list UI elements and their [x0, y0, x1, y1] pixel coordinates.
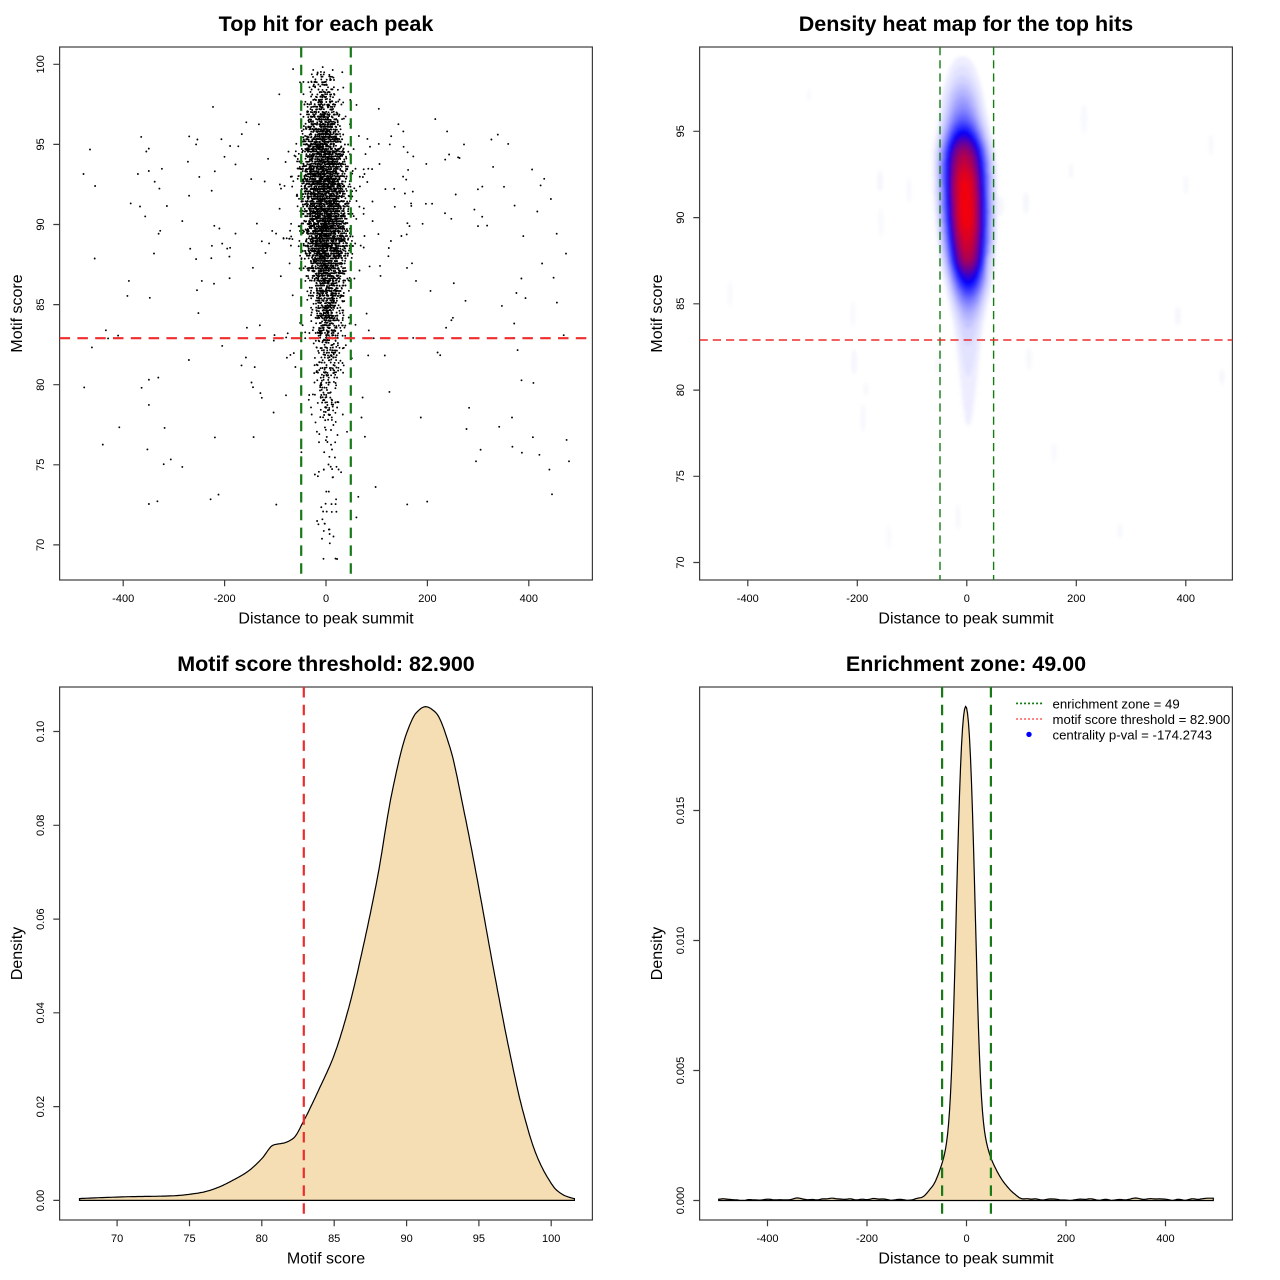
svg-text:90: 90: [400, 1233, 412, 1245]
svg-text:200: 200: [1067, 593, 1085, 605]
svg-text:Motif score: Motif score: [287, 1251, 365, 1268]
svg-text:70: 70: [35, 539, 47, 551]
svg-text:0.000: 0.000: [675, 1187, 687, 1215]
svg-text:0.00: 0.00: [35, 1190, 47, 1211]
svg-text:Distance to peak summit: Distance to peak summit: [878, 611, 1054, 628]
svg-text:Density: Density: [649, 927, 666, 980]
svg-text:100: 100: [35, 55, 47, 73]
svg-text:200: 200: [418, 593, 436, 605]
svg-text:Density heat map for the top h: Density heat map for the top hits: [799, 12, 1134, 36]
svg-text:Distance to peak summit: Distance to peak summit: [878, 1251, 1054, 1268]
svg-text:0.005: 0.005: [675, 1057, 687, 1085]
svg-text:0.08: 0.08: [35, 815, 47, 836]
svg-text:-400: -400: [737, 593, 759, 605]
svg-text:400: 400: [1156, 1233, 1174, 1245]
svg-text:0: 0: [323, 593, 329, 605]
svg-text:95: 95: [473, 1233, 485, 1245]
svg-text:0.04: 0.04: [35, 1002, 47, 1023]
svg-text:0: 0: [963, 1233, 969, 1245]
svg-text:Motif score: Motif score: [9, 274, 26, 352]
svg-text:Distance to peak summit: Distance to peak summit: [238, 611, 414, 628]
svg-text:-200: -200: [846, 593, 868, 605]
svg-text:70: 70: [111, 1233, 123, 1245]
svg-text:-400: -400: [112, 593, 134, 605]
svg-text:80: 80: [256, 1233, 268, 1245]
svg-text:75: 75: [35, 459, 47, 471]
svg-text:-200: -200: [214, 593, 236, 605]
svg-text:0.10: 0.10: [35, 721, 47, 742]
svg-text:90: 90: [675, 211, 687, 223]
svg-text:-400: -400: [756, 1233, 778, 1245]
svg-text:Motif score threshold: 82.900: Motif score threshold: 82.900: [177, 652, 475, 676]
svg-text:centrality p-val = -174.2743: centrality p-val = -174.2743: [1053, 727, 1212, 742]
svg-text:Enrichment zone: 49.00: Enrichment zone: 49.00: [846, 652, 1086, 676]
svg-text:85: 85: [675, 298, 687, 310]
svg-text:75: 75: [675, 470, 687, 482]
svg-text:400: 400: [520, 593, 538, 605]
svg-text:0: 0: [964, 593, 970, 605]
svg-text:0.010: 0.010: [675, 927, 687, 955]
svg-text:Density: Density: [9, 927, 26, 980]
svg-text:0.015: 0.015: [675, 797, 687, 825]
svg-text:motif score threshold = 82.900: motif score threshold = 82.900: [1053, 712, 1231, 727]
svg-text:0.06: 0.06: [35, 908, 47, 929]
svg-text:200: 200: [1057, 1233, 1075, 1245]
svg-text:enrichment zone = 49: enrichment zone = 49: [1053, 696, 1180, 711]
svg-text:95: 95: [35, 138, 47, 150]
svg-text:85: 85: [35, 298, 47, 310]
svg-text:85: 85: [328, 1233, 340, 1245]
svg-text:-200: -200: [856, 1233, 878, 1245]
svg-text:70: 70: [675, 556, 687, 568]
svg-text:400: 400: [1177, 593, 1195, 605]
svg-text:0.02: 0.02: [35, 1096, 47, 1117]
svg-text:80: 80: [35, 379, 47, 391]
svg-text:Motif score: Motif score: [649, 274, 666, 352]
svg-text:Top hit for each peak: Top hit for each peak: [219, 12, 434, 36]
svg-text:80: 80: [675, 384, 687, 396]
svg-text:100: 100: [542, 1233, 560, 1245]
svg-text:75: 75: [183, 1233, 195, 1245]
svg-text:95: 95: [675, 125, 687, 137]
svg-text:90: 90: [35, 218, 47, 230]
